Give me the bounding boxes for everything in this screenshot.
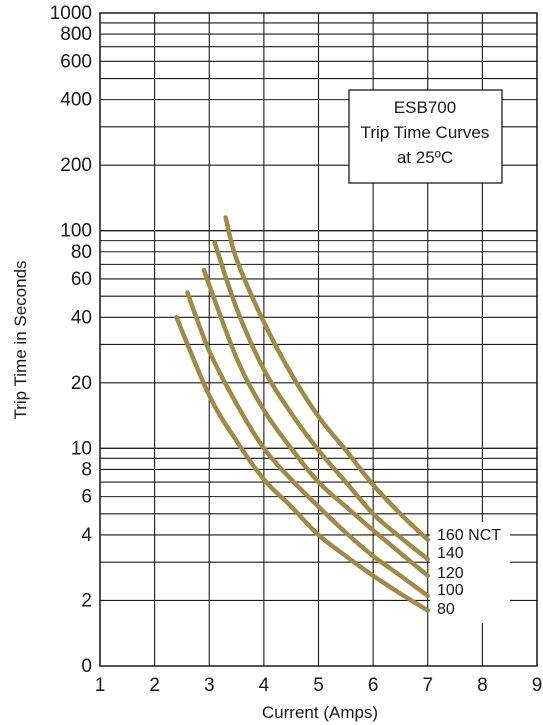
y-tick-label: 2 [81,590,92,611]
x-tick-label: 8 [477,675,488,696]
trip-curve [212,240,430,562]
trip-curve [201,267,430,578]
series-label: 80 [437,601,455,618]
plot-frame [99,12,538,667]
y-tick-label: 8 [81,459,92,480]
title-box: ESB700 Trip Time Curves at 25ºC [348,89,503,184]
x-tick-label: 2 [149,675,160,696]
y-tick-label: 800 [60,24,92,45]
y-tick-label: 400 [60,90,92,111]
series-label: 100 [437,582,464,599]
x-tick-label: 7 [422,675,433,696]
trip-curve [185,290,430,599]
y-tick-label: 60 [71,269,92,290]
series-label: 160 NCT [437,527,501,544]
x-tick-label: 1 [95,675,106,696]
title-line-3: at 25ºC [397,148,453,167]
title-line-1: ESB700 [394,98,456,117]
y-tick-label: 80 [71,242,92,263]
series-label: 120 [437,565,464,582]
y-tick-label: 20 [71,373,92,394]
x-tick-label: 9 [532,675,543,696]
x-tick-label: 3 [204,675,215,696]
y-axis-title: Trip Time in Seconds [11,260,30,419]
x-tick-label: 6 [368,675,379,696]
y-tick-label: 200 [60,155,92,176]
trip-curve [174,315,430,613]
y-tick-label: 1000 [50,3,92,24]
x-tick-label: 5 [313,675,324,696]
y-tick-label: 100 [60,221,92,242]
y-tick-label: 4 [81,525,92,546]
y-tick-label: 0 [81,656,92,677]
y-tick-label: 40 [71,307,92,328]
y-tick-label: 600 [60,51,92,72]
x-axis-title: Current (Amps) [262,703,378,722]
title-line-2: Trip Time Curves [361,123,490,142]
trip-curves [174,215,430,613]
y-tick-label: 10 [71,438,92,459]
y-tick-label: 6 [81,487,92,508]
x-tick-label: 4 [259,675,270,696]
series-label: 140 [437,545,464,562]
label-background [430,522,510,623]
trip-curve [223,215,430,543]
x-tick-labels: 1 2 3 4 5 6 7 8 9 [95,675,543,696]
